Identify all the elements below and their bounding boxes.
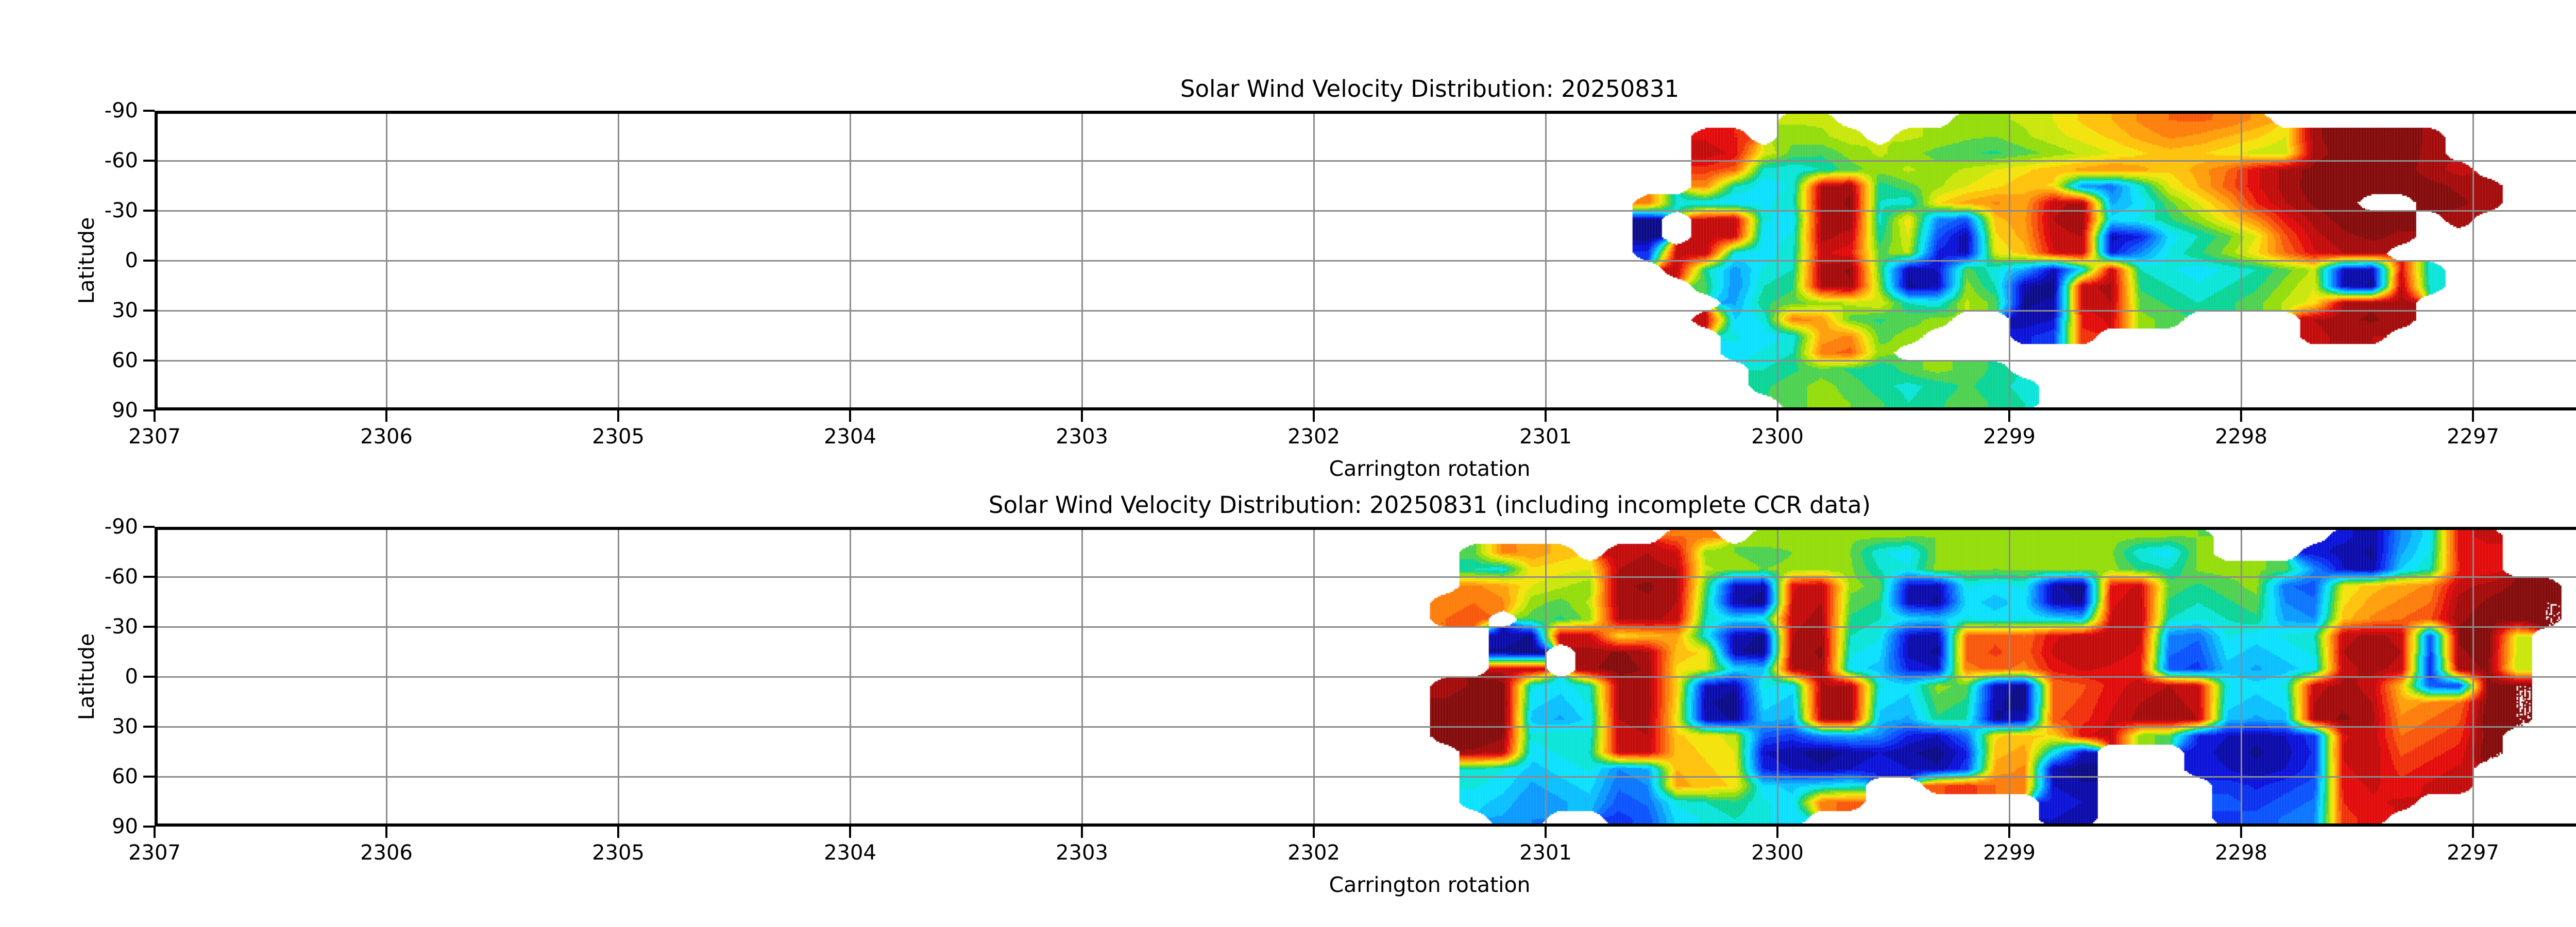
x-tick-mark [154,827,156,838]
gridline-y-0 [155,676,2576,678]
x-tick-mark [2472,410,2474,422]
y-tick-label: -60 [104,149,138,173]
x-tick-label: 2300 [1751,425,1804,449]
x-tick-mark [2008,827,2010,838]
y-tick-label: 0 [125,665,138,689]
gridline-y-30 [155,726,2576,728]
y-tick-label: -30 [104,615,138,639]
bottom-y-axis-label: Latitude [74,633,99,720]
y-tick-mark [143,576,155,578]
x-tick-mark [385,827,387,838]
x-tick-label: 2299 [1983,841,2036,865]
x-tick-mark [2472,827,2474,838]
x-tick-mark [2240,410,2242,422]
x-tick-label: 2302 [1287,425,1340,449]
x-tick-mark [1776,827,1778,838]
gridline-y--30 [155,626,2576,628]
gridline-y--60 [155,160,2576,162]
x-tick-label: 2306 [360,425,413,449]
gridline-y-30 [155,310,2576,312]
x-tick-mark [849,827,851,838]
y-tick-mark [143,409,155,411]
x-tick-label: 2301 [1519,841,1572,865]
x-tick-mark [2008,410,2010,422]
y-tick-mark [143,776,155,778]
y-tick-label: -90 [104,515,138,539]
top-x-axis-label: Carrington rotation [1329,456,1531,481]
x-tick-mark [1081,827,1083,838]
x-tick-label: 2307 [128,425,181,449]
y-tick-mark [143,826,155,828]
bottom-panel-title: Solar Wind Velocity Distribution: 202508… [988,491,1871,519]
x-tick-label: 2297 [2447,841,2499,865]
x-tick-mark [617,827,619,838]
y-tick-label: -90 [104,99,138,123]
x-tick-mark [1545,827,1547,838]
y-tick-mark [143,726,155,728]
x-tick-label: 2300 [1751,841,1804,865]
x-tick-label: 2297 [2447,425,2499,449]
y-tick-mark [143,210,155,212]
top-panel-title: Solar Wind Velocity Distribution: 202508… [1180,75,1680,102]
top-plot-area [155,111,2576,410]
x-tick-mark [1313,410,1315,422]
x-tick-mark [385,410,387,422]
x-tick-label: 2304 [824,425,876,449]
y-tick-mark [143,310,155,312]
y-tick-label: -30 [104,199,138,222]
x-tick-label: 2305 [592,841,645,865]
y-tick-label: 0 [125,249,138,272]
x-tick-label: 2305 [592,425,645,449]
y-tick-mark [143,626,155,628]
x-tick-label: 2299 [1983,425,2036,449]
top-y-axis-label: Latitude [74,217,99,304]
y-tick-label: 30 [112,299,138,322]
y-tick-label: 90 [112,815,138,838]
x-tick-label: 2304 [824,841,876,865]
y-tick-mark [143,260,155,262]
x-tick-mark [1081,410,1083,422]
y-tick-mark [143,359,155,362]
y-tick-label: 30 [112,715,138,739]
x-tick-label: 2307 [128,841,181,865]
y-tick-mark [143,160,155,162]
x-tick-mark [1313,827,1315,838]
x-tick-label: 2303 [1056,425,1108,449]
x-tick-mark [1776,410,1778,422]
y-tick-mark [143,526,155,528]
x-tick-mark [1545,410,1547,422]
y-tick-label: 60 [112,349,138,372]
x-tick-mark [154,410,156,422]
gridline-y-60 [155,359,2576,362]
gridline-y-60 [155,776,2576,778]
gridline-y-0 [155,260,2576,262]
x-tick-label: 2298 [2215,841,2267,865]
y-tick-label: 60 [112,765,138,788]
y-tick-label: 90 [112,399,138,422]
x-tick-label: 2301 [1519,425,1572,449]
bottom-x-axis-label: Carrington rotation [1329,872,1531,897]
x-tick-label: 2298 [2215,425,2267,449]
x-tick-label: 2303 [1056,841,1108,865]
y-tick-label: -60 [104,565,138,589]
gridline-y--30 [155,210,2576,212]
x-tick-label: 2306 [360,841,413,865]
x-tick-label: 2302 [1287,841,1340,865]
x-tick-mark [2240,827,2242,838]
x-tick-mark [617,410,619,422]
gridline-y--60 [155,576,2576,578]
x-tick-mark [849,410,851,422]
y-tick-mark [143,676,155,678]
y-tick-mark [143,110,155,112]
bottom-plot-area [155,527,2576,827]
